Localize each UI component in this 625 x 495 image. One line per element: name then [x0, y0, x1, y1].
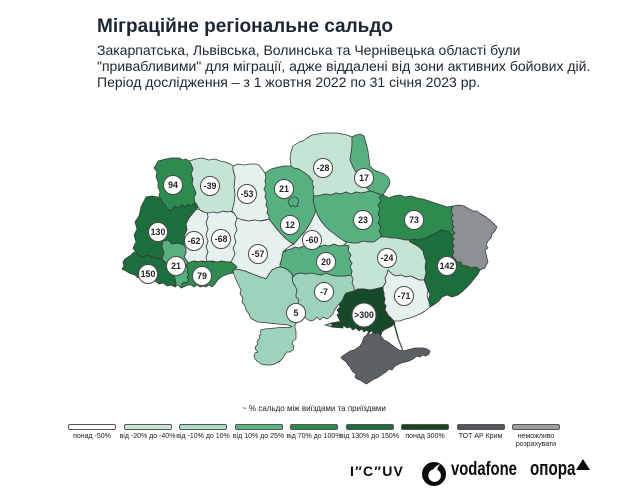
svg-text:150: 150 — [141, 269, 156, 279]
svg-text:-24: -24 — [381, 253, 394, 263]
svg-text:79: 79 — [197, 271, 207, 281]
svg-text:21: 21 — [171, 261, 181, 271]
svg-text:-68: -68 — [215, 234, 228, 244]
svg-text:-60: -60 — [306, 235, 319, 245]
svg-text:94: 94 — [168, 180, 178, 190]
svg-text:>300: >300 — [354, 310, 374, 320]
svg-text:21: 21 — [279, 184, 289, 194]
svg-text:142: 142 — [440, 261, 455, 271]
svg-text:-57: -57 — [252, 249, 265, 259]
svg-text:20: 20 — [321, 257, 331, 267]
svg-text:12: 12 — [285, 220, 295, 230]
svg-text:-7: -7 — [320, 287, 328, 297]
svg-text:17: 17 — [359, 173, 369, 183]
svg-text:73: 73 — [409, 215, 419, 225]
svg-text:23: 23 — [358, 215, 368, 225]
svg-text:-62: -62 — [188, 236, 201, 246]
svg-text:-71: -71 — [398, 291, 411, 301]
svg-text:5: 5 — [294, 308, 299, 318]
svg-text:130: 130 — [151, 227, 166, 237]
svg-text:-39: -39 — [204, 181, 217, 191]
svg-text:-28: -28 — [317, 163, 330, 173]
svg-text:-53: -53 — [241, 189, 254, 199]
